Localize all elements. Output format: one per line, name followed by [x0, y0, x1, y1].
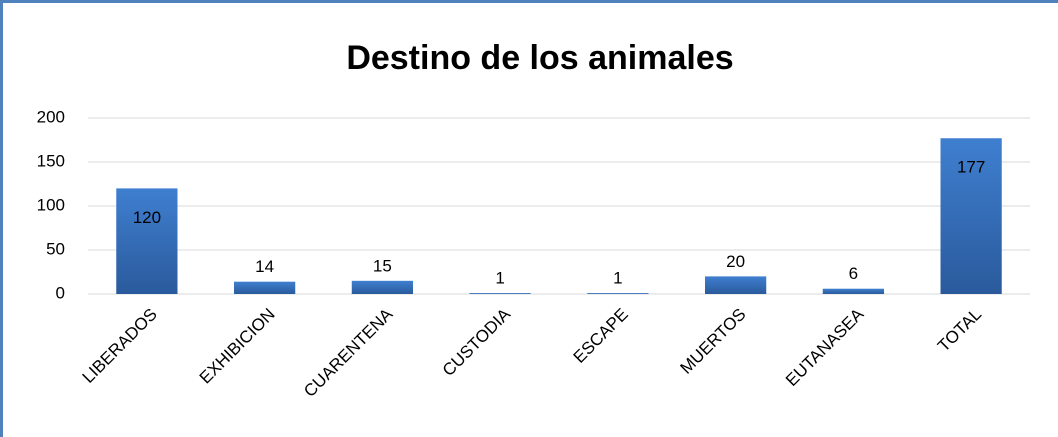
- chart-title: Destino de los animales: [346, 39, 733, 77]
- x-tick-label: CUARENTENA: [300, 304, 397, 401]
- y-tick-label: 200: [37, 107, 65, 126]
- bar: [234, 281, 296, 294]
- x-tick-label: EUTANASEA: [782, 304, 868, 390]
- x-tick-label: TOTAL: [934, 305, 985, 356]
- data-label: 1: [613, 269, 622, 288]
- x-tick-label: ESCAPE: [570, 305, 632, 367]
- data-label: 20: [726, 252, 745, 271]
- y-tick-label: 50: [46, 239, 65, 258]
- bar: [351, 280, 413, 294]
- x-tick-label: MUERTOS: [677, 305, 750, 378]
- data-label: 120: [133, 208, 161, 227]
- y-tick-label: 0: [56, 283, 65, 302]
- bar: [469, 293, 531, 294]
- bar: [705, 276, 767, 294]
- data-label: 14: [255, 257, 274, 276]
- y-tick-label: 150: [37, 151, 65, 170]
- data-label: 177: [957, 158, 985, 177]
- bar: [587, 293, 649, 294]
- x-tick-label: CUSTODIA: [439, 304, 515, 380]
- x-tick-label: EXHIBICION: [196, 305, 279, 388]
- data-label: 15: [373, 256, 392, 275]
- bar: [940, 138, 1002, 294]
- data-label: 1: [495, 269, 504, 288]
- data-label: 6: [849, 264, 858, 283]
- bar: [822, 288, 884, 294]
- bar: [116, 188, 178, 294]
- x-tick-label: LIBERADOS: [79, 305, 161, 387]
- y-tick-label: 100: [37, 195, 65, 214]
